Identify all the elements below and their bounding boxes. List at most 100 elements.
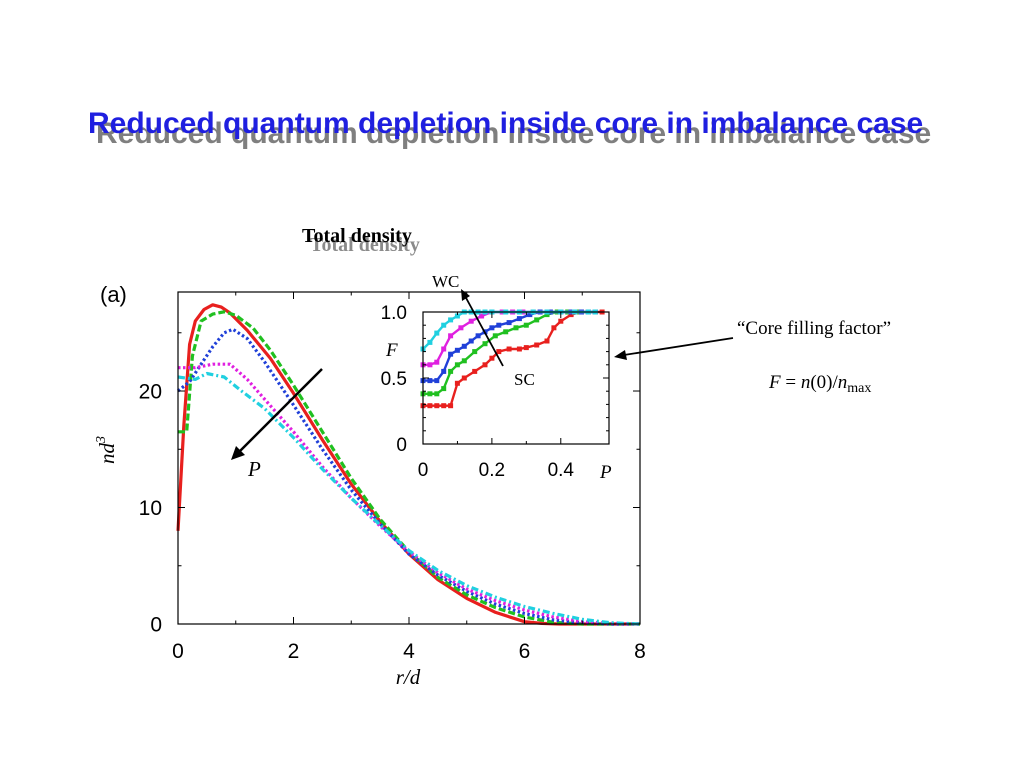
inset-series-1-point [482,341,488,347]
formula: F = n(0)/nmax [768,372,871,396]
inset-series-0-point [568,312,574,318]
formula-F: F [768,372,781,393]
inset-series-1-point [454,362,460,368]
inset-series-0-point [516,346,522,352]
inset-series-0-point [558,318,564,324]
main-x-tick-label: 2 [288,640,300,663]
inset-series-0-point [506,346,512,352]
inset-series-2-point [468,338,474,344]
inset-label-sc: SC [514,370,535,389]
main-series-4-line [177,371,641,626]
inset-series-1-point [434,391,440,397]
inset-series-1-point [513,325,519,331]
inset-series-0-point [523,345,529,351]
inset-series-3-point [441,346,447,352]
inset-series-4-point [427,339,433,345]
inset-series-0-point [461,375,467,381]
inset-series-2-point [516,316,522,322]
inset-series-3-point [448,333,454,339]
formula-sub: max [847,381,871,396]
inset-series-0-point [427,403,433,409]
inset-series-1-point [492,333,498,339]
inset-series-2-point [461,343,467,349]
wc-sc-arrow-line [464,295,504,367]
inset-series-0-line [423,310,603,407]
inset-series-1-point [441,386,447,392]
inset-x-tick-label: 0.4 [548,460,575,481]
main-x-tick-label: 6 [519,640,531,663]
inset-series-3-point [434,359,440,365]
main-x-axis-label: r/d [396,665,421,689]
inset-x-axis-label: P [599,462,612,483]
main-x-tick-label: 0 [172,640,184,663]
formula-n2: n [838,372,848,393]
inset-series-2-point [496,322,502,328]
inset-series-2-point [475,333,481,339]
inset-series-1-point [503,329,509,335]
slide-title: Reduced quantum depletion inside core in… [88,107,923,140]
inset-series-0-point [472,368,478,374]
main-series-1-line [178,310,640,626]
inset-series-0-point [534,342,540,348]
inset-y-tick-label: 0 [396,435,407,456]
inset-series-3-point [427,362,433,368]
inset-series-2-point [506,320,512,326]
annotation-arrow [614,337,734,360]
inset-series-0-point [544,338,550,344]
inset-series-0-point [551,325,557,331]
inset-series-3-point [479,313,485,319]
annotation-arrow-head [614,350,627,360]
wc-sc-arrow-head [461,289,470,301]
panel-label: (a) [100,282,127,307]
slide-title-shadow: Reduced quantum depletion inside core in… [96,117,931,150]
formula-n: n [801,372,811,393]
main-x-tick-label: 4 [403,640,415,663]
inset-series-1-point [544,312,550,318]
trend-arrow-head [231,446,245,460]
inset-series-4-point [434,330,440,336]
inset-series-2-point [454,347,460,353]
inset-series-0-point [448,403,454,409]
trend-arrow-line [237,368,323,454]
inset-label-wc: WC [432,272,459,291]
figure-heading-shadow: Total density [310,234,420,256]
inset-series-1-point [534,317,540,323]
trend-arrow-label: P [247,457,261,481]
annotation-arrow-line [623,337,734,356]
inset-series-4-point [454,313,460,319]
inset-series-0-point [496,349,502,355]
main-x-tick-label: 8 [634,640,646,663]
inset-series-2-point [489,325,495,331]
figure-heading: Total density [302,225,412,247]
inset-series-2-point [427,378,433,384]
formula-eq: = [781,372,801,393]
formula-arg: (0)/ [810,372,838,393]
main-y-axis-label-sup: 3 [94,436,109,444]
main-series-group [176,303,641,626]
inset-series-0-point [489,355,495,361]
inset-series-1-point [461,358,467,364]
main-series-0-line [176,303,640,626]
inset-series-1-point [427,391,433,397]
main-y-axis-label-base: nd [95,443,119,465]
inset-filling-factor-chart: 0 0.2 0.4 0 0.5 1.0 P F [381,303,612,483]
wc-sc-arrow [461,289,504,367]
core-filling-caption: “Core filling factor” [737,318,891,339]
inset-ticks-group: 0 0.2 0.4 0 0.5 1.0 [381,303,609,481]
inset-series-2-point [434,378,440,384]
inset-series-4-point [448,317,454,323]
inset-series-1-point [472,349,478,355]
inset-series-0-point [454,380,460,386]
inset-series-3-point [458,325,464,331]
inset-series-1-point [448,368,454,374]
main-y-tick-label: 10 [139,497,162,520]
main-y-tick-label: 20 [139,381,162,404]
inset-series-4-point [441,322,447,328]
inset-x-tick-label: 0.2 [479,460,505,481]
inset-series-2-point [441,368,447,374]
inset-series-0-point [441,403,447,409]
inset-y-tick-label: 1.0 [381,303,407,324]
inset-series-0-point [482,362,488,368]
inset-series-3-point [468,318,474,324]
main-ticks-group: 0 2 4 6 8 0 10 20 [139,292,646,663]
